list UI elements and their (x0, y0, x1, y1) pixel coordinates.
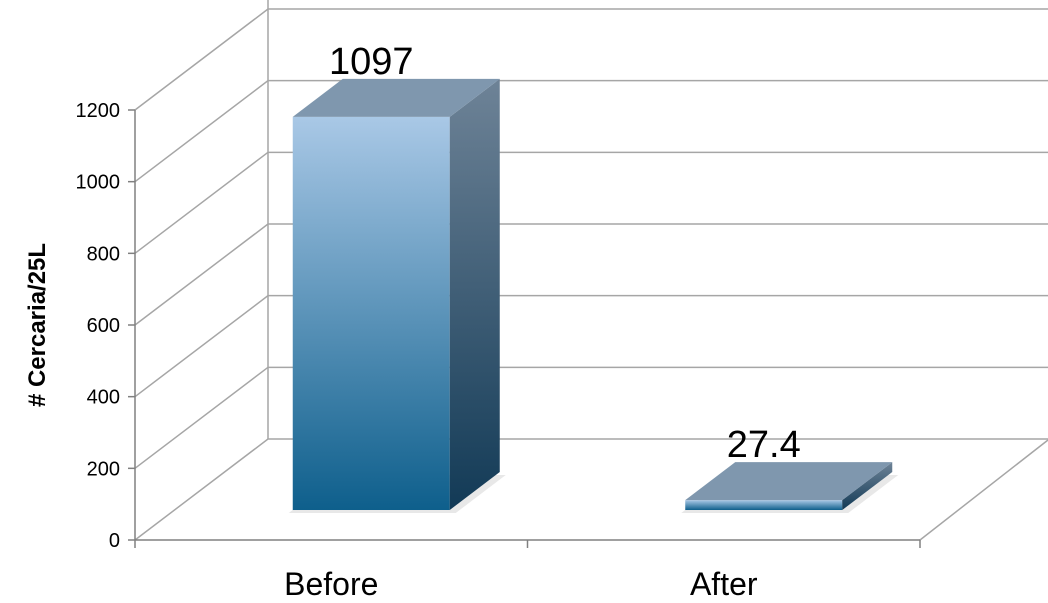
x-tick-label: After (690, 566, 758, 602)
floor-edge (919, 439, 1048, 541)
y-tick-label: 800 (87, 243, 120, 265)
bar-side-face (449, 78, 500, 511)
bar-front-face (292, 116, 450, 511)
y-axis-title: # Cercaria/25L (24, 243, 51, 407)
bar-side-face (842, 462, 893, 510)
gridlines (134, 0, 1048, 541)
data-label: 27.4 (727, 424, 801, 466)
gridline (134, 151, 1048, 254)
gridline (134, 79, 1048, 183)
y-tick-labels: 0 200 400 600 800 1000 1200 (76, 100, 121, 552)
x-tick-label: Before (284, 566, 378, 602)
gridline (134, 438, 1048, 541)
y-tick-label: 600 (87, 315, 120, 337)
bars (288, 78, 899, 513)
y-tick-label: 200 (87, 458, 120, 480)
x-tick-labels: Before After (284, 566, 758, 602)
y-tick-label: 1200 (76, 100, 121, 122)
gridline (134, 8, 1048, 111)
gridline (134, 366, 1048, 469)
data-labels: 1097 27.4 (329, 41, 801, 466)
bar-front-face (685, 500, 843, 510)
y-tick-label: 0 (109, 530, 120, 552)
gridline (134, 294, 1048, 398)
y-tick-label: 400 (87, 387, 120, 409)
bar-before (288, 78, 506, 513)
bar-top-face (685, 462, 893, 501)
data-label: 1097 (329, 41, 414, 83)
axes (128, 109, 921, 548)
y-tick-label: 1000 (76, 172, 121, 194)
gridline (134, 223, 1048, 326)
bar-top-face (292, 78, 500, 117)
bar-after (681, 462, 899, 513)
